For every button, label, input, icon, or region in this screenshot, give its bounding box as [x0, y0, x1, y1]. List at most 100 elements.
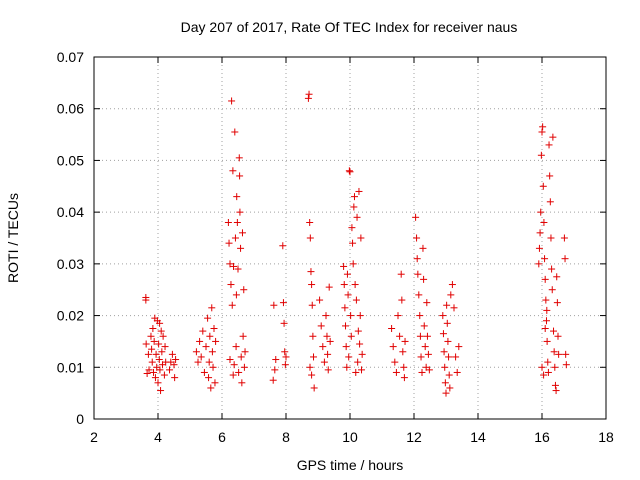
- data-point: [445, 371, 453, 379]
- data-point: [357, 234, 365, 242]
- data-point: [542, 296, 550, 304]
- data-point: [348, 224, 356, 232]
- data-point: [535, 260, 543, 268]
- y-tick-label: 0: [76, 411, 84, 427]
- data-point: [539, 182, 547, 190]
- data-point: [543, 337, 551, 345]
- data-point: [543, 306, 551, 314]
- data-point: [439, 312, 447, 320]
- data-point: [455, 343, 463, 351]
- data-point: [400, 363, 408, 371]
- data-point: [416, 312, 424, 320]
- data-point: [228, 301, 236, 309]
- data-point: [443, 319, 451, 327]
- data-point: [552, 387, 560, 395]
- data-point: [143, 369, 151, 377]
- data-point: [542, 317, 550, 325]
- data-point: [392, 368, 400, 376]
- data-point: [237, 353, 245, 361]
- data-point: [442, 389, 450, 397]
- data-point: [440, 348, 448, 356]
- data-point: [281, 361, 289, 369]
- axis-ticks: [93, 56, 607, 420]
- data-point: [208, 304, 216, 312]
- data-point: [394, 312, 402, 320]
- data-point: [305, 90, 313, 98]
- data-point: [152, 350, 160, 358]
- data-point: [231, 234, 239, 242]
- data-point: [541, 325, 549, 332]
- data-point: [233, 218, 241, 226]
- data-point: [562, 361, 570, 369]
- data-point: [307, 268, 315, 276]
- data-point: [240, 286, 248, 294]
- x-tick-label: 18: [598, 429, 614, 445]
- data-point: [452, 353, 460, 361]
- data-point: [340, 281, 348, 289]
- data-point: [414, 270, 422, 278]
- data-point: [349, 239, 357, 247]
- data-point: [349, 260, 357, 268]
- data-point: [352, 296, 360, 304]
- data-point: [342, 343, 350, 351]
- data-point: [281, 348, 289, 356]
- data-point: [413, 255, 421, 263]
- x-tick-label: 16: [534, 429, 550, 445]
- data-point: [148, 358, 156, 366]
- data-point: [421, 343, 429, 351]
- data-point: [224, 218, 232, 226]
- data-point: [547, 234, 555, 242]
- data-point: [548, 265, 556, 273]
- data-point: [413, 234, 421, 242]
- data-point: [324, 366, 332, 374]
- data-point: [358, 366, 366, 374]
- y-tick-label: 0.04: [57, 204, 84, 220]
- data-point: [239, 332, 247, 340]
- y-tick-labels: 0 0.01 0.02 0.03 0.04 0.05 0.06 0.07: [57, 49, 84, 427]
- data-point: [453, 368, 461, 376]
- data-point: [317, 322, 325, 330]
- x-axis-title: GPS time / hours: [297, 457, 404, 473]
- x-tick-label: 8: [282, 429, 290, 445]
- data-point: [236, 208, 244, 216]
- data-point: [227, 281, 235, 289]
- data-point: [212, 337, 220, 345]
- y-tick-label: 0.06: [57, 101, 84, 117]
- data-point: [550, 348, 558, 356]
- x-tick-label: 2: [90, 429, 98, 445]
- data-point: [205, 374, 213, 382]
- data-point: [444, 337, 452, 345]
- data-point: [412, 213, 420, 221]
- data-point: [237, 244, 245, 252]
- data-point: [319, 343, 327, 351]
- data-point: [145, 366, 153, 374]
- data-point: [345, 353, 353, 361]
- data-point: [170, 361, 178, 369]
- data-point: [233, 193, 241, 201]
- data-point: [561, 255, 569, 263]
- data-point: [423, 299, 431, 307]
- x-tick-label: 4: [154, 429, 162, 445]
- data-point: [144, 350, 152, 358]
- data-point: [272, 356, 280, 364]
- data-point: [282, 353, 290, 361]
- data-point: [341, 304, 349, 312]
- data-point: [205, 358, 213, 366]
- data-point: [396, 332, 404, 340]
- data-point: [562, 350, 570, 358]
- data-point: [358, 350, 366, 358]
- data-point: [545, 141, 553, 149]
- data-point: [450, 304, 458, 312]
- data-point: [446, 384, 454, 392]
- data-point: [353, 213, 361, 221]
- y-tick-label: 0.03: [57, 256, 84, 272]
- data-point: [324, 350, 332, 358]
- data-point: [226, 356, 234, 364]
- data-point: [553, 299, 561, 307]
- data-point: [354, 358, 362, 366]
- data-point: [235, 154, 243, 162]
- data-point: [340, 262, 348, 270]
- data-point: [166, 366, 174, 374]
- data-point: [420, 275, 428, 283]
- data-point: [160, 371, 168, 379]
